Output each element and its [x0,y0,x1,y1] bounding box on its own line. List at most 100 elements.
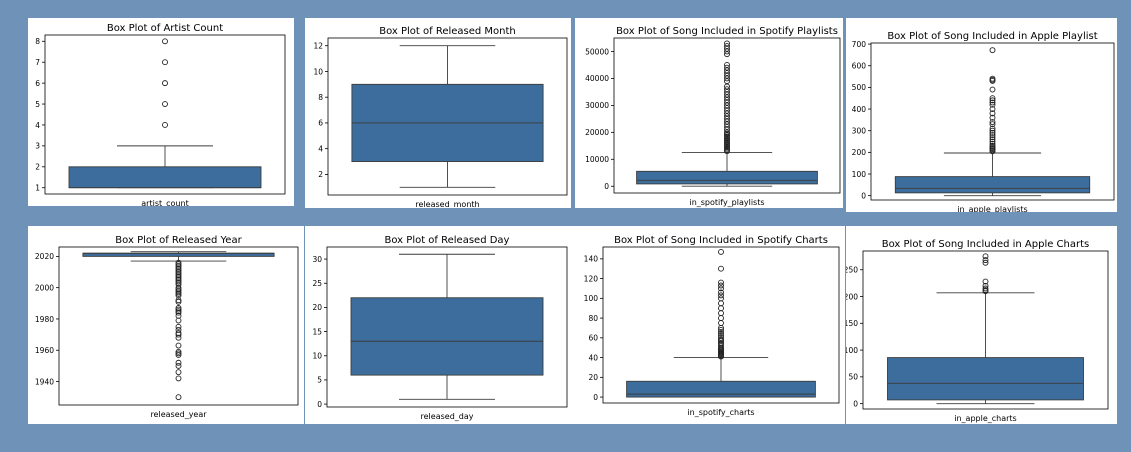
outlier-point [162,122,168,128]
boxplot-svg: Box Plot of Released Year released_year 19… [35,235,299,419]
axes-frame [327,37,568,196]
outlier-point [175,362,182,369]
outlier-point [718,332,724,339]
boxplot-panel-8: Box Plot of Song Included in Apple Chart… [844,226,1117,424]
outlier-point [175,334,182,341]
y-tick-label: 1940 [35,377,54,386]
y-tick-label: 25 [312,279,322,288]
outlier-point [175,359,182,366]
outlier-point [718,305,724,312]
chart-title: Box Plot of Released Day [385,235,510,246]
x-axis-label: released_day [421,412,474,421]
boxplot-panel-4: Box Plot of Song Included in Apple Playl… [846,18,1117,214]
y-tick-label: 5 [317,376,322,385]
outlier-point [718,320,724,326]
outlier-point [175,351,182,358]
axes-frame [613,37,841,194]
outlier-point [989,138,996,145]
chart-title: Box Plot of Song Included in Apple Playl… [887,31,1097,42]
outlier-point [989,140,996,147]
y-tick-label: 1 [35,184,40,193]
outlier-point [718,289,724,296]
outlier-point [718,326,724,333]
outlier-point [718,310,724,317]
outlier-point [718,334,724,341]
y-tick-label: 400 [852,105,867,114]
y-tick-label: 7 [35,58,40,67]
y-tick-label: 30000 [585,101,609,110]
y-tick-label: 200 [846,292,858,301]
y-tick-label: 50000 [585,47,609,56]
outlier-point [989,99,996,106]
iqr-box [350,297,544,376]
iqr-box [636,170,818,185]
y-tick-label: 300 [852,127,867,136]
outlier-point [989,127,996,134]
y-tick-label: 5 [35,100,40,109]
y-tick-label: 140 [584,255,599,264]
y-tick-label: 20000 [585,128,609,137]
outlier-point [718,330,724,337]
y-tick-label: 120 [584,274,599,283]
y-tick-label: 12 [313,42,323,51]
outlier-point [175,317,182,324]
y-tick-label: 700 [852,40,867,49]
outlier-point [989,97,996,104]
outlier-point [718,279,724,286]
outlier-point [724,86,730,93]
outlier-point [989,121,996,128]
outlier-point [175,369,182,376]
chart-title: Box Plot of Released Month [379,26,516,37]
outlier-point [162,38,168,45]
iqr-box [894,176,1091,194]
boxplot-svg: Box Plot of Released Month released_month… [313,26,568,209]
y-tick-label: 2 [318,170,323,179]
y-tick-label: 30 [312,255,322,264]
y-tick-label: 6 [35,79,40,88]
boxplot-panel-3: Box Plot of Song Included in Spotify Pla… [575,18,843,208]
y-tick-label: 100 [584,294,599,303]
y-tick-label: 250 [846,266,858,275]
outlier-point [718,248,724,255]
y-tick-label: 80 [588,314,598,323]
y-tick-label: 10 [313,67,323,76]
outlier-point [982,253,989,260]
iqr-box [82,252,275,257]
boxplot-svg: Box Plot of Song Included in Spotify Pla… [585,26,841,207]
outlier-point [982,282,989,289]
x-axis-label: in_spotify_playlists [689,198,764,207]
chart-title: Box Plot of Artist Count [107,23,223,34]
boxplot-panel-6: Box Plot of Released Day released_day 0 5 10… [305,226,575,424]
iqr-box [887,357,1084,401]
y-tick-label: 8 [35,37,40,46]
outlier-point [989,142,996,149]
outlier-point [175,309,182,316]
x-axis-label: released_year [150,410,207,419]
y-tick-label: 50 [848,373,858,382]
y-tick-label: 100 [846,346,858,355]
y-tick-label: 2 [35,163,40,172]
outlier-point [718,265,724,272]
outlier-point [989,95,996,102]
y-tick-label: 20 [312,303,322,312]
outlier-point [982,287,989,294]
outlier-point [989,125,996,132]
outlier-point [718,315,724,322]
outlier-point [724,43,730,50]
y-tick-label: 100 [852,170,867,179]
y-tick-label: 1980 [35,315,54,324]
y-tick-label: 1960 [35,346,54,355]
y-tick-label: 3 [35,142,40,151]
axes-frame [870,42,1115,201]
axes-frame [44,34,286,195]
outlier-point [175,298,182,305]
outlier-point [989,110,996,117]
outlier-point [724,62,730,68]
y-tick-label: 4 [318,144,323,153]
y-tick-label: 60 [588,334,598,343]
y-tick-label: 2020 [35,252,54,261]
outlier-point [718,295,724,302]
axes-frame [862,250,1109,410]
outlier-point [162,80,168,87]
iqr-box [68,166,262,189]
